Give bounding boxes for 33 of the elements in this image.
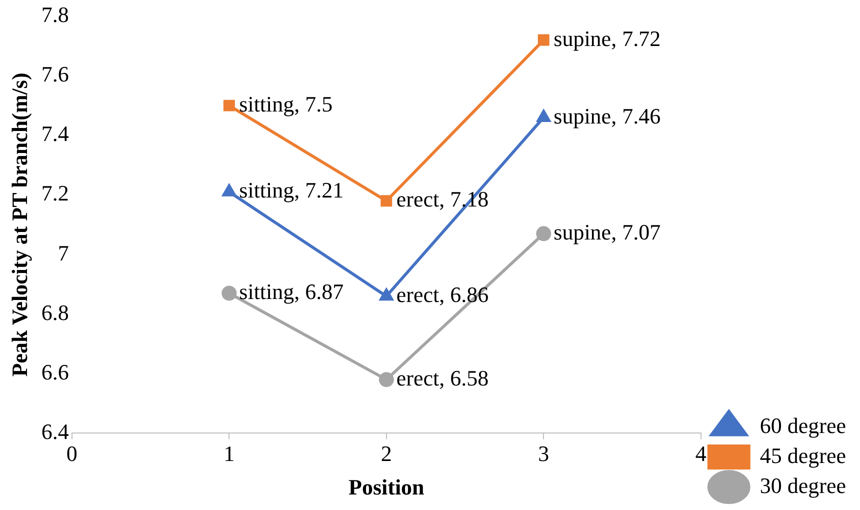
x-tick-label: 1 — [224, 441, 235, 466]
point — [380, 195, 392, 207]
point — [378, 372, 394, 388]
y-tick-label: 7.6 — [41, 62, 69, 87]
y-tick-label: 7 — [58, 240, 69, 266]
legend-label: 30 degree — [760, 472, 846, 498]
data-label: sitting, 7.21 — [239, 178, 344, 203]
point — [380, 288, 394, 301]
x-tick-label: 3 — [538, 441, 550, 466]
point — [223, 100, 235, 112]
y-tick-label: 7.8 — [41, 2, 69, 27]
legend-label: 45 degree — [760, 442, 846, 468]
y-axis-title: Peak Velocity at PT branch(m/s) — [6, 72, 32, 377]
data-label: supine, 7.07 — [554, 219, 661, 244]
y-tick-label: 6.6 — [41, 359, 69, 384]
data-label: sitting, 7.5 — [239, 91, 333, 116]
data-label: supine, 7.72 — [554, 26, 661, 51]
y-tick-label: 6.4 — [41, 418, 69, 444]
data-label: erect, 6.58 — [396, 365, 489, 390]
y-tick-label: 7.2 — [41, 180, 69, 206]
y-tick-label: 7.4 — [41, 121, 69, 146]
x-tick-label: 0 — [66, 441, 78, 466]
x-tick-label: 2 — [380, 441, 392, 466]
point — [222, 286, 237, 301]
point — [538, 34, 550, 46]
point — [536, 226, 552, 242]
data-label: supine, 7.46 — [554, 103, 661, 128]
x-axis-title: Position — [348, 474, 424, 500]
data-label: erect, 6.86 — [396, 282, 489, 307]
x-tick-label: 4 — [695, 441, 706, 466]
y-tick-label: 6.8 — [41, 300, 69, 325]
legend-label: 60 degree — [760, 412, 846, 438]
data-label: sitting, 6.87 — [239, 278, 344, 304]
